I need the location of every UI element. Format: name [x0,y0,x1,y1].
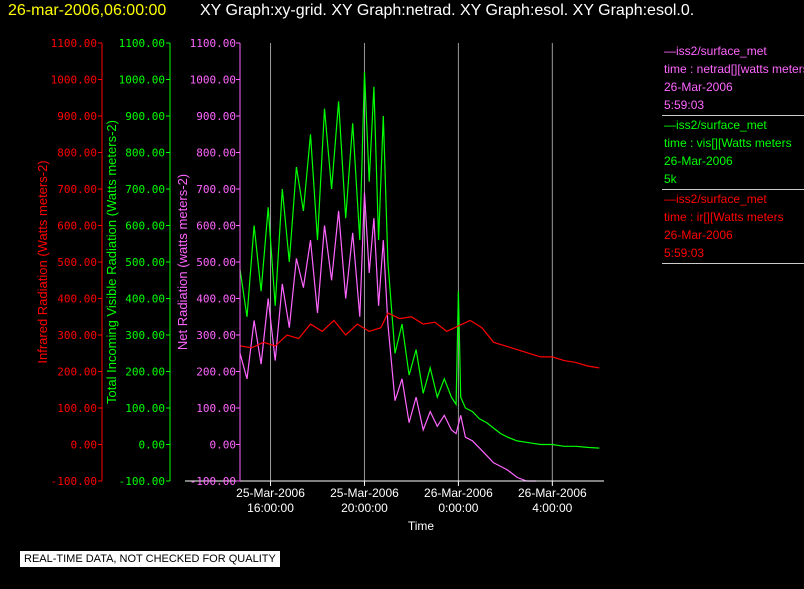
y-tick-label: 400.00 [196,293,236,306]
x-axis-title: Time [408,519,435,533]
y-tick-label: 700.00 [196,183,236,196]
y-axis-infrared-ticks: -100.00 0.00 100.00 200.00 300.00 400.00 500.0… [51,37,103,488]
x-tick-label-date: 25-Mar-2006 [330,486,399,500]
y-tick-label: 1000.00 [190,74,236,87]
y-tick-label: 0.00 [71,439,98,452]
x-tick-label-time: 0:00:00 [438,501,478,515]
y-tick-label: 0.00 [210,439,237,452]
x-tick-label-time: 20:00:00 [341,501,388,515]
axes [185,480,604,486]
legend-variable: time : netrad[][watts meters [664,62,804,76]
y-tick-label: 200.00 [125,366,165,379]
y-tick-label: 600.00 [125,220,165,233]
y-tick-label: 200.00 [196,366,236,379]
legend-time: 5k [664,172,677,186]
legend-entry-ir: —iss2/surface_met time : ir[][Watts mete… [662,190,804,264]
y-tick-label: 800.00 [57,147,97,160]
legend-entry-vis: —iss2/surface_met time : vis[][Watts met… [662,116,804,190]
legend-date: 26-Mar-2006 [664,228,733,242]
legend-variable: time : ir[][Watts meters [664,210,784,224]
y-tick-label: 800.00 [125,147,165,160]
header-graph-list: XY Graph:xy-grid. XY Graph:netrad. XY Gr… [200,2,695,19]
y-tick-label: 500.00 [196,256,236,269]
y-tick-label: 300.00 [196,329,236,342]
y-tick-label: 100.00 [125,402,165,415]
series-line-2 [239,312,600,369]
y-tick-label: -100.00 [119,475,165,488]
legend: —iss2/surface_met time : netrad[][watts … [662,42,804,264]
y-tick-label: 500.00 [125,256,165,269]
series-group [239,72,600,482]
y-tick-label: 700.00 [125,183,165,196]
y-tick-label: 600.00 [196,220,236,233]
y-axis-visible-ticks: -100.00 0.00 100.00 200.00 300.00 400.00 500.0… [119,37,171,488]
x-tick-label-time: 4:00:00 [532,501,572,515]
y-tick-label: 1000.00 [119,74,165,87]
y-tick-label: 400.00 [57,293,97,306]
y-axis-visible-title: Total Incoming Visible Radiation (Watts … [104,120,119,404]
y-tick-label: 600.00 [57,220,97,233]
legend-time: 5:59:03 [664,98,705,112]
y-tick-label: 300.00 [125,329,165,342]
y-tick-label: 900.00 [57,110,97,123]
y-tick-label: 1000.00 [51,74,97,87]
series-line-1 [239,192,536,482]
y-tick-label: -100.00 [51,475,97,488]
y-axis-net-title: Net Radiation (watts meters-2) [175,174,190,350]
legend-entry-netrad: —iss2/surface_met time : netrad[][watts … [662,42,804,116]
grid-lines [270,43,553,481]
legend-date: 26-Mar-2006 [664,80,733,94]
y-tick-label: 1100.00 [51,37,97,50]
y-axis-net-ticks: -100.00 0.00 100.00 200.00 300.00 400.00 500.0… [190,37,241,488]
x-tick-label-date: 26-Mar-2006 [424,486,493,500]
x-tick-labels: 25-Mar-200616:00:0025-Mar-200620:00:0026… [236,486,587,515]
series-line-0 [239,72,600,449]
y-tick-label: 1100.00 [119,37,165,50]
legend-date: 26-Mar-2006 [664,154,733,168]
x-tick-label-time: 16:00:00 [247,501,294,515]
y-tick-label: 1100.00 [190,37,236,50]
y-tick-label: 900.00 [196,110,236,123]
y-tick-label: 900.00 [125,110,165,123]
x-tick-label-date: 26-Mar-2006 [518,486,587,500]
y-tick-label: -100.00 [190,475,236,488]
y-tick-label: 200.00 [57,366,97,379]
y-tick-label: 500.00 [57,256,97,269]
y-tick-label: 0.00 [139,439,166,452]
legend-source: —iss2/surface_met [664,118,767,132]
y-tick-label: 100.00 [196,402,236,415]
y-tick-label: 400.00 [125,293,165,306]
y-tick-label: 700.00 [57,183,97,196]
legend-time: 5:59:03 [664,246,705,260]
quality-notice: REAL-TIME DATA, NOT CHECKED FOR QUALITY [20,551,280,567]
legend-source: —iss2/surface_met [664,192,767,206]
legend-source: —iss2/surface_met [664,44,767,58]
y-tick-label: 100.00 [57,402,97,415]
y-tick-label: 800.00 [196,147,236,160]
x-tick-label-date: 25-Mar-2006 [236,486,305,500]
y-tick-label: 300.00 [57,329,97,342]
header-timestamp: 26-mar-2006,06:00:00 [8,2,167,19]
y-axis-infrared-title: Infrared Radiation (Watts meters-2) [35,160,50,363]
legend-variable: time : vis[][Watts meters [664,136,792,150]
